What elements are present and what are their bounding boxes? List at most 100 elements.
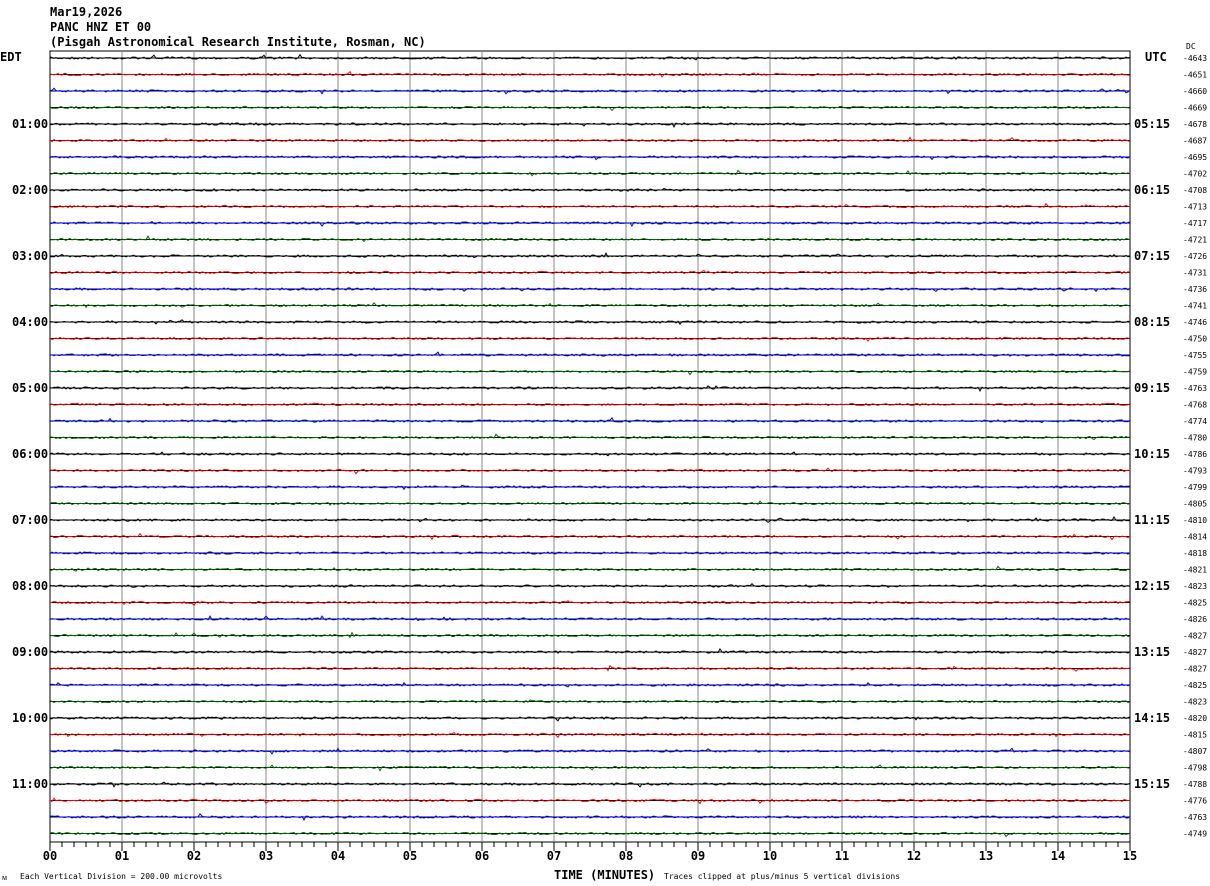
scale-note: Each Vertical Division = 200.00 microvol… — [20, 872, 222, 881]
trace-line — [49, 287, 1131, 293]
x-tick-label: 07 — [547, 849, 561, 863]
traces — [49, 53, 1131, 838]
trace-line — [49, 252, 1131, 259]
trace-line — [49, 716, 1131, 722]
dc-offset-label: -4818 — [1183, 549, 1207, 558]
utc-label: UTC — [1145, 50, 1167, 64]
edt-hour-label: 10:00 — [12, 711, 48, 725]
dc-offset-label: -4820 — [1183, 714, 1207, 723]
utc-hour-label: 11:15 — [1134, 513, 1170, 527]
dc-offset-label: -4759 — [1183, 368, 1207, 377]
trace-line — [49, 467, 1131, 475]
dc-offset-label: -4827 — [1183, 665, 1207, 674]
dc-offset-label: -4687 — [1183, 137, 1207, 146]
trace-line — [49, 369, 1131, 376]
dc-offset-label: -4749 — [1183, 830, 1207, 839]
dc-offset-label: -4731 — [1183, 269, 1207, 278]
trace-line — [49, 122, 1131, 128]
trace-line — [49, 484, 1130, 491]
dc-offset-label: -4763 — [1183, 813, 1207, 822]
trace-line — [49, 417, 1131, 424]
x-tick-label: 11 — [835, 849, 849, 863]
dc-offset-label: -4768 — [1183, 401, 1207, 410]
utc-hour-label: 09:15 — [1134, 381, 1170, 395]
edt-hour-label: 11:00 — [12, 777, 48, 791]
trace-line — [49, 797, 1131, 805]
x-axis: 00 01 02 03 04 05 06 07 08 09 10 11 12 13 14 15 — [43, 842, 1137, 863]
edt-hour-label: 08:00 — [12, 579, 48, 593]
trace-line — [49, 781, 1131, 788]
dc-offset-label: -4702 — [1183, 170, 1207, 179]
x-tick-label: 00 — [43, 849, 57, 863]
x-tick-label: 06 — [475, 849, 489, 863]
x-axis-label: TIME (MINUTES) — [554, 868, 655, 882]
utc-hour-label: 15:15 — [1134, 777, 1170, 791]
x-tick-label: 02 — [187, 849, 201, 863]
dc-offset-label: -4825 — [1183, 681, 1207, 690]
x-tick-label: 13 — [979, 849, 993, 863]
dc-label: DC — [1186, 42, 1196, 51]
edt-hour-label: 02:00 — [12, 183, 48, 197]
dc-offset-label: -4763 — [1183, 384, 1207, 393]
trace-line — [49, 698, 1131, 704]
trace-line — [49, 169, 1131, 177]
trace-line — [49, 155, 1131, 161]
dc-offset-label: -4827 — [1183, 648, 1207, 657]
trace-line — [49, 319, 1131, 326]
trace-line — [49, 831, 1131, 838]
dc-offset-label: -4810 — [1183, 516, 1207, 525]
dc-offset-label: -4721 — [1183, 236, 1207, 245]
trace-line — [49, 451, 1131, 457]
dc-offset-label: -4643 — [1183, 54, 1207, 63]
edt-hour-label: 04:00 — [12, 315, 48, 329]
utc-hour-label: 05:15 — [1134, 117, 1170, 131]
location-title: (Pisgah Astronomical Research Institute,… — [50, 35, 426, 49]
trace-line — [49, 402, 1131, 407]
trace-line — [49, 812, 1131, 821]
trace-line — [50, 681, 1131, 688]
dc-offset-label: -4750 — [1183, 335, 1207, 344]
dc-offset-label: -4799 — [1183, 483, 1207, 492]
edt-hour-label: 05:00 — [12, 381, 48, 395]
utc-hour-label: 14:15 — [1134, 711, 1170, 725]
trace-line — [49, 631, 1131, 639]
x-tick-label: 12 — [907, 849, 921, 863]
utc-hour-label: 13:15 — [1134, 645, 1170, 659]
trace-line — [49, 187, 1131, 192]
dc-offset-label: -4823 — [1183, 698, 1207, 707]
trace-line — [49, 235, 1131, 243]
utc-hour-label: 10:15 — [1134, 447, 1170, 461]
row-labels: -4643 -4651 -4660 -4669 -4678 -4687 -4695 -4702… — [12, 54, 1207, 839]
logo-mark: ᴍ — [2, 873, 7, 882]
date-title: Mar19,2026 — [50, 5, 122, 19]
dc-offset-label: -4793 — [1183, 467, 1207, 476]
trace-line — [49, 53, 1131, 61]
dc-offset-label: -4798 — [1183, 764, 1207, 773]
dc-offset-label: -4807 — [1183, 747, 1207, 756]
dc-offset-label: -4786 — [1183, 450, 1207, 459]
trace-line — [49, 551, 1131, 555]
trace-line — [49, 747, 1131, 755]
trace-line — [49, 433, 1131, 441]
dc-offset-label: -4678 — [1183, 120, 1207, 129]
trace-line — [49, 516, 1131, 524]
dc-offset-label: -4805 — [1183, 500, 1207, 509]
trace-line — [49, 336, 1131, 342]
dc-offset-label: -4746 — [1183, 318, 1207, 327]
trace-line — [49, 105, 1131, 112]
grid — [49, 50, 1131, 843]
utc-hour-label: 06:15 — [1134, 183, 1170, 197]
trace-line — [49, 664, 1131, 672]
dc-offset-label: -4726 — [1183, 252, 1207, 261]
station-title: PANC HNZ ET 00 — [50, 20, 151, 34]
trace-line — [49, 136, 1131, 143]
dc-offset-label: -4823 — [1183, 582, 1207, 591]
edt-hour-label: 01:00 — [12, 117, 48, 131]
x-tick-label: 09 — [691, 849, 705, 863]
dc-offset-label: -4814 — [1183, 533, 1207, 542]
dc-offset-label: -4695 — [1183, 153, 1207, 162]
trace-line — [49, 302, 1131, 309]
dc-offset-label: -4651 — [1183, 71, 1207, 80]
trace-line — [49, 565, 1131, 572]
